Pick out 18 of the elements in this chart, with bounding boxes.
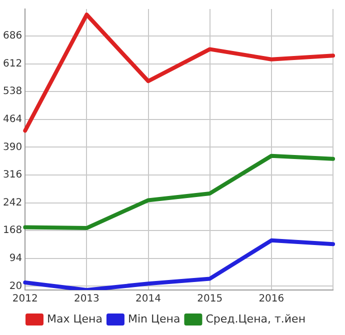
y-tick-label: 686 (2, 30, 22, 42)
x-tick-label: 2015 (197, 294, 223, 305)
y-tick-label: 538 (2, 86, 22, 98)
legend-label: Min Цена (128, 312, 180, 326)
legend-label: Max Цена (46, 312, 102, 326)
y-tick-label: 20 (9, 280, 22, 292)
y-tick-label: 168 (2, 225, 22, 236)
x-tick-label: 2013 (74, 294, 100, 305)
x-tick-label: 2014 (136, 294, 161, 305)
y-tick-label: 94 (9, 253, 22, 264)
y-tick-label: 242 (2, 197, 22, 208)
x-tick-label: 2016 (258, 294, 284, 305)
y-tick-label: 612 (2, 58, 22, 70)
y-tick-label: 316 (2, 170, 22, 181)
y-tick-label: 390 (2, 142, 22, 153)
x-tick-label: 2012 (12, 294, 38, 305)
legend-label: Сред.Цена, т.йен (206, 312, 306, 326)
y-tick-label: 464 (2, 114, 22, 126)
